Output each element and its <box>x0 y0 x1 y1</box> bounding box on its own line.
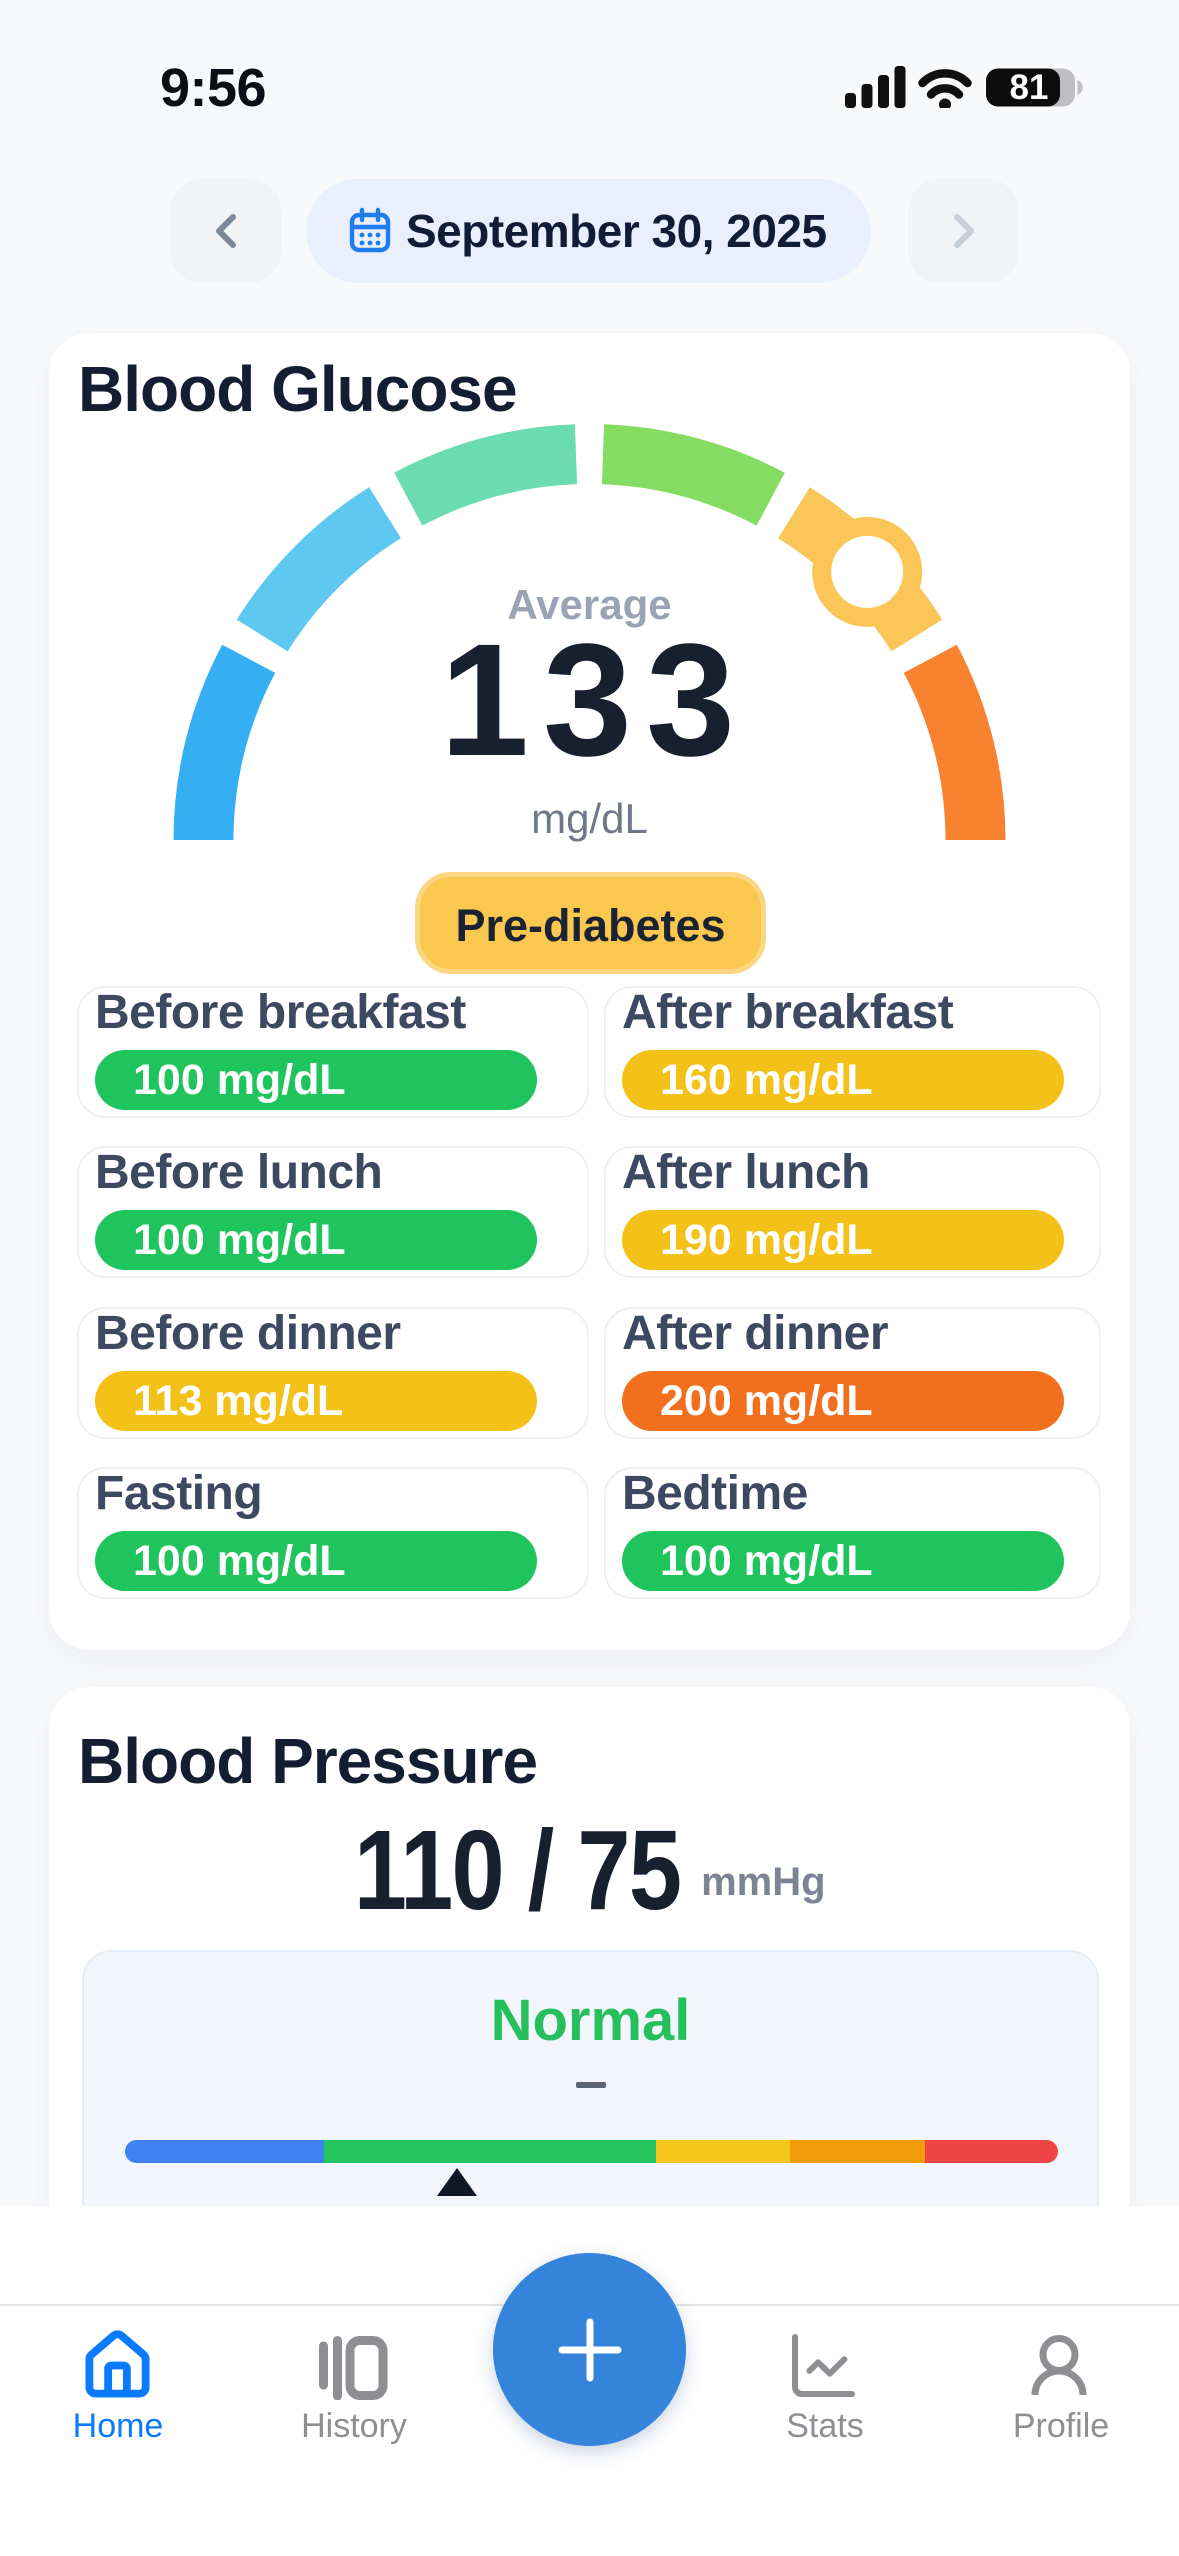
svg-text:81: 81 <box>1010 68 1049 107</box>
